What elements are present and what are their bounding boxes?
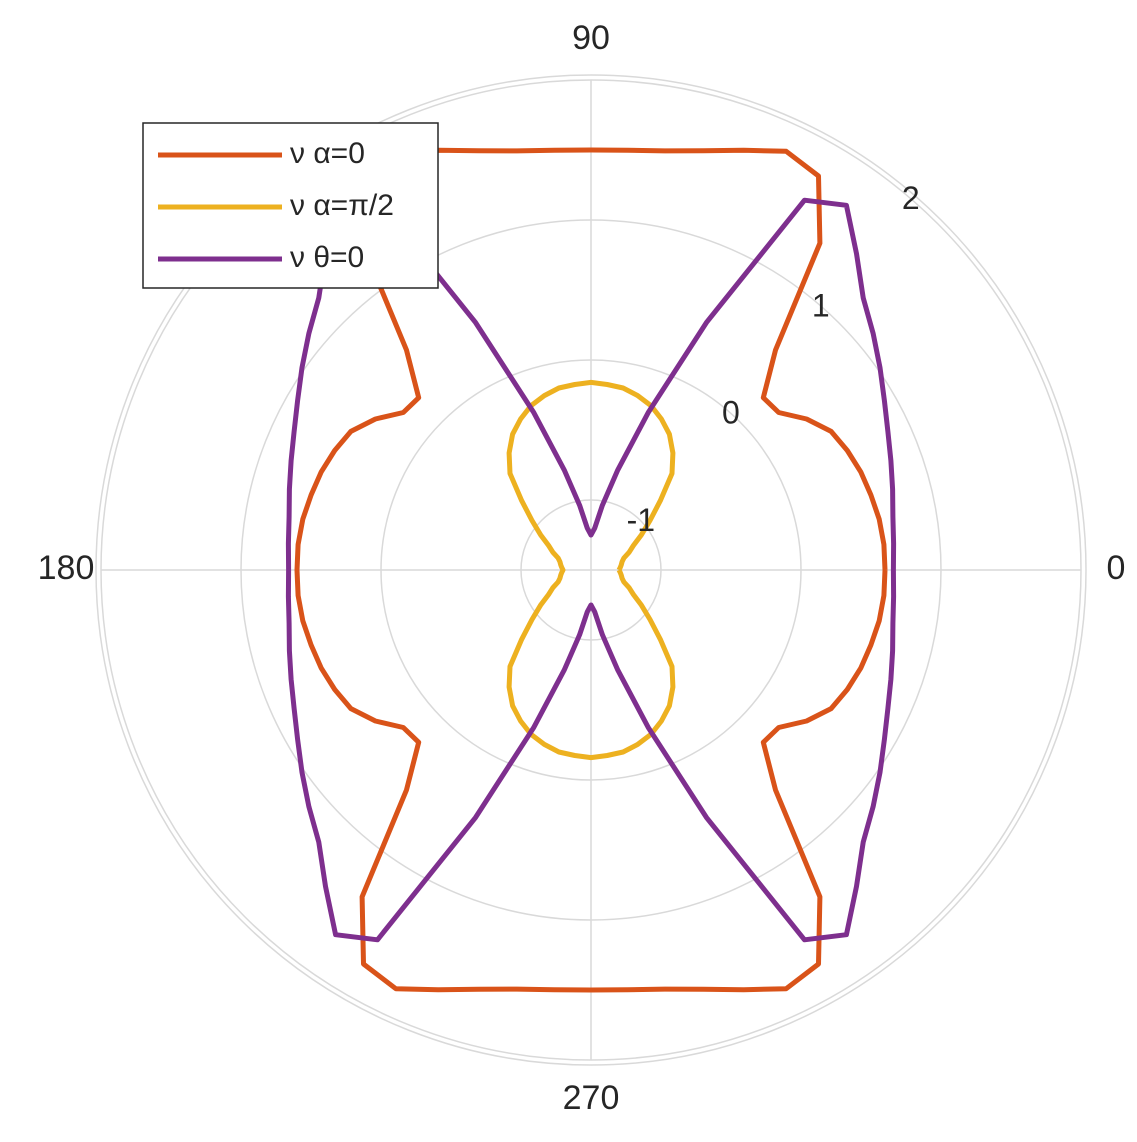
series-line bbox=[506, 379, 676, 761]
legend-label: ν α=0 bbox=[290, 137, 365, 170]
theta-tick-label: 270 bbox=[563, 1079, 620, 1117]
r-grid-circle bbox=[520, 499, 662, 641]
r-tick-label: 1 bbox=[812, 287, 830, 323]
r-tick-label: 2 bbox=[902, 180, 920, 216]
r-tick-label: -1 bbox=[627, 502, 655, 538]
r-grid-circle bbox=[100, 79, 1082, 1061]
series-line bbox=[285, 197, 897, 943]
theta-tick-label: 90 bbox=[572, 19, 610, 57]
polar-boundary bbox=[95, 74, 1087, 1066]
r-grid-circle bbox=[240, 219, 942, 921]
legend-label: ν θ=0 bbox=[290, 241, 364, 274]
series-line bbox=[294, 147, 888, 993]
theta-tick-label: 0 bbox=[1107, 549, 1126, 587]
r-grid-circle bbox=[380, 359, 802, 781]
theta-tick-label: 180 bbox=[38, 549, 95, 587]
legend: ν α=0 ν α=π/2 ν θ=0 bbox=[142, 122, 439, 289]
r-tick-label: 0 bbox=[722, 395, 740, 431]
legend-label: ν α=π/2 bbox=[290, 189, 394, 222]
